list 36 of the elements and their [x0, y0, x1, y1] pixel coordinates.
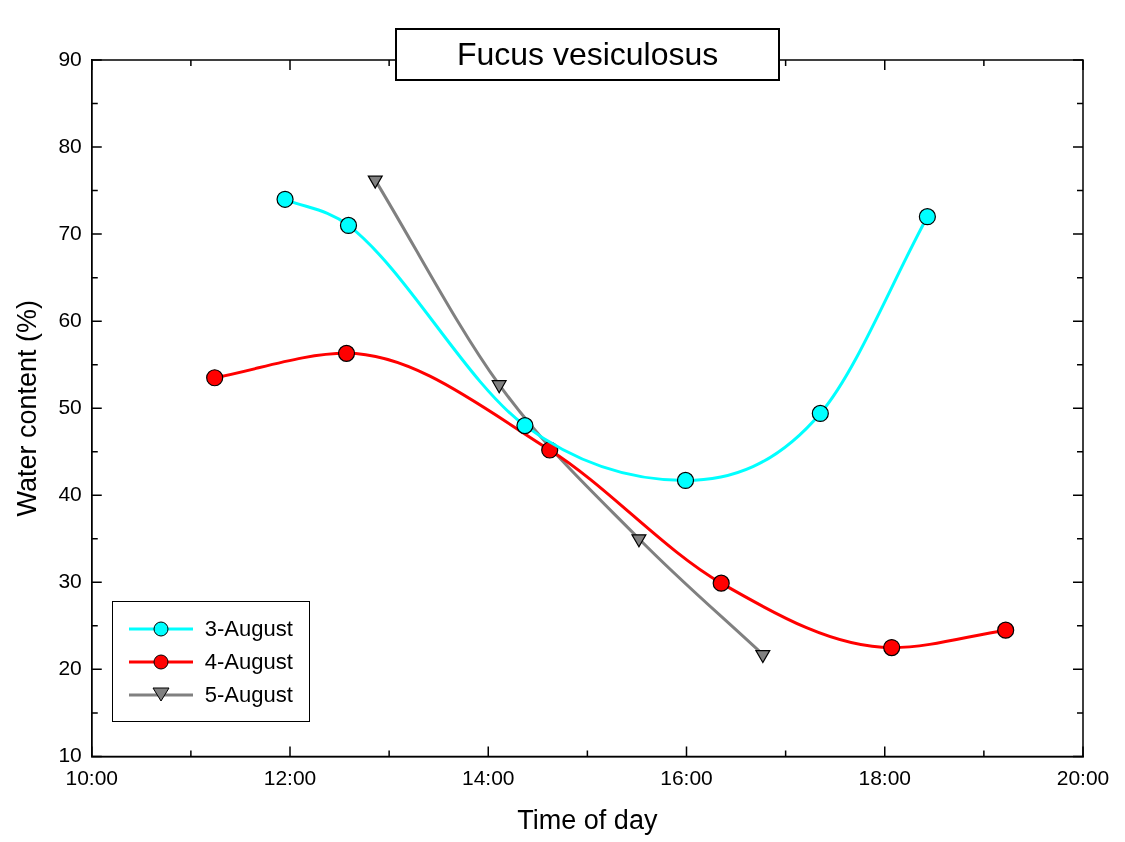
point	[516, 417, 534, 435]
x-axis-title: Time of day	[517, 805, 658, 836]
y-tick-label: 40	[58, 482, 82, 506]
point	[491, 380, 507, 394]
x-tick-label: 14:00	[461, 765, 515, 789]
y-tick-label: 10	[58, 743, 82, 767]
legend-label: 3-August	[204, 615, 293, 642]
point	[883, 638, 901, 657]
point	[337, 344, 356, 362]
legend-label: 5-August	[204, 681, 293, 708]
point	[811, 404, 829, 423]
x-tick-label: 18:00	[858, 765, 912, 789]
point	[918, 208, 936, 226]
point	[755, 649, 771, 664]
y-tick-label: 60	[58, 307, 82, 331]
y-tick-label: 80	[58, 133, 82, 157]
x-tick-label: 10:00	[65, 765, 119, 789]
y-tick-label: 30	[58, 569, 82, 593]
point	[367, 175, 383, 189]
point	[676, 471, 695, 490]
point	[712, 574, 730, 592]
y-tick-label: 90	[58, 46, 82, 70]
point	[997, 621, 1015, 639]
chart-title: Fucus vesiculosus	[456, 35, 719, 73]
y-tick-label: 20	[58, 656, 82, 680]
y-tick-label: 50	[58, 395, 82, 418]
point	[206, 369, 224, 387]
legend-label: 4-August	[204, 648, 293, 675]
point	[339, 216, 358, 234]
y-tick-label: 70	[58, 220, 82, 244]
x-tick-label: 12:00	[263, 765, 317, 789]
x-tick-label: 20:00	[1056, 765, 1110, 789]
x-tick-label: 16:00	[660, 765, 713, 789]
point	[631, 534, 647, 548]
y-axis-title: Water content (%)	[11, 299, 42, 517]
point	[276, 190, 294, 208]
